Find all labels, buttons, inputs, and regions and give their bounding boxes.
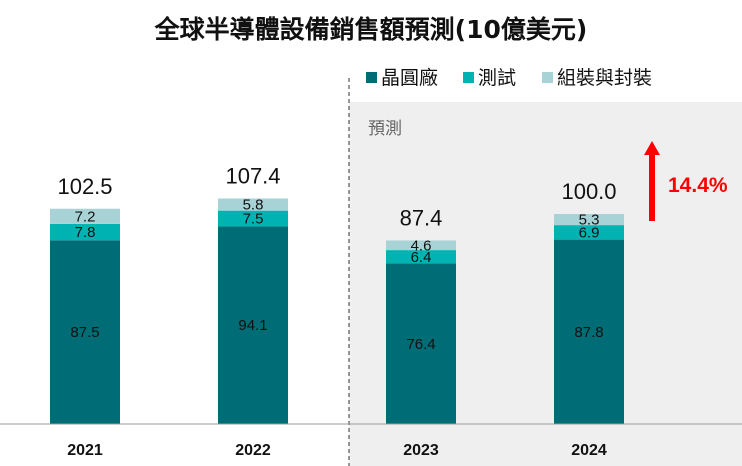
- legend-label-assembly-packaging: 組裝與封裝: [557, 67, 652, 89]
- chart-title: 全球半導體設備銷售額預測(10億美元): [154, 15, 588, 44]
- data-label-assembly-packaging-2022: 5.8: [243, 197, 264, 214]
- data-label-test-2023: 6.4: [411, 249, 432, 266]
- total-label-2021: 102.5: [57, 174, 112, 199]
- forecast-label: 預測: [368, 119, 402, 139]
- data-label-assembly-packaging-2024: 5.3: [579, 212, 600, 229]
- bar-assembly-packaging-2023: [386, 240, 456, 251]
- growth-annotation: 14.4%: [644, 141, 728, 221]
- bar-assembly-packaging-2024: [554, 214, 624, 226]
- bar-wafer-fab-2023: [386, 263, 456, 424]
- data-label-test-2021: 7.8: [75, 224, 96, 241]
- total-label-2024: 100.0: [561, 179, 616, 204]
- data-label-wafer-fab-2023: 76.4: [406, 336, 435, 353]
- bar-test-2023: [386, 250, 456, 264]
- legend-swatch-test: [463, 72, 474, 83]
- bar-test-2024: [554, 225, 624, 240]
- tick-label-2021: 2021: [67, 442, 103, 459]
- total-label-2023: 87.4: [400, 205, 443, 230]
- data-label-test-2024: 6.9: [579, 224, 600, 241]
- tick-label-2023: 2023: [403, 442, 439, 459]
- legend-swatch-wafer-fab: [366, 72, 377, 83]
- tick-label-2022: 2022: [235, 442, 271, 459]
- x-axis-ticks: 2021 2022 2023 2024: [67, 442, 607, 459]
- data-label-assembly-packaging-2021: 7.2: [75, 208, 96, 225]
- bar-wafer-fab-2022: [218, 226, 288, 424]
- legend: 晶圓廠 測試 組裝與封裝: [366, 66, 652, 89]
- bar-assembly-packaging-2022: [218, 198, 288, 211]
- legend-label-wafer-fab: 晶圓廠: [381, 66, 438, 89]
- bars: 87.5 7.87.2 102.5 94.1 7.55.8 107.4 76.4 6.44.6…: [50, 163, 624, 424]
- legend-label-test: 測試: [478, 67, 516, 89]
- bar-test-2022: [218, 210, 288, 227]
- data-label-wafer-fab-2024: 87.8: [574, 324, 603, 341]
- bar-test-2021: [50, 223, 120, 241]
- total-label-2022: 107.4: [225, 163, 280, 188]
- legend-swatch-assembly-packaging: [542, 72, 553, 83]
- growth-label: 14.4%: [668, 174, 728, 197]
- bar-assembly-packaging-2021: [50, 208, 120, 224]
- data-label-wafer-fab-2021: 87.5: [70, 324, 99, 341]
- bar-wafer-fab-2021: [50, 240, 120, 424]
- data-label-wafer-fab-2022: 94.1: [238, 317, 267, 334]
- data-label-test-2022: 7.5: [243, 211, 264, 228]
- growth-arrow-icon: [644, 141, 660, 221]
- tick-label-2024: 2024: [571, 442, 607, 459]
- bar-wafer-fab-2024: [554, 239, 624, 424]
- data-label-assembly-packaging-2023: 4.6: [411, 237, 432, 254]
